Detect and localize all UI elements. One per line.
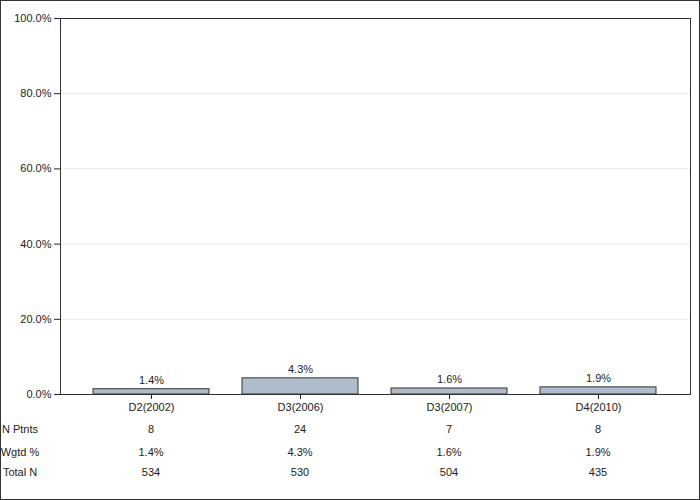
svg-text:D3(2006): D3(2006) [278, 401, 324, 413]
svg-text:D4(2010): D4(2010) [576, 401, 622, 413]
svg-text:0.0%: 0.0% [26, 388, 51, 400]
svg-text:60.0%: 60.0% [20, 162, 51, 174]
svg-text:1.4%: 1.4% [138, 446, 163, 458]
svg-text:504: 504 [440, 466, 458, 478]
svg-text:1.6%: 1.6% [436, 446, 461, 458]
svg-text:1.4%: 1.4% [139, 374, 164, 386]
svg-text:8: 8 [595, 423, 601, 435]
svg-text:4.3%: 4.3% [288, 363, 313, 375]
svg-text:1.9%: 1.9% [585, 446, 610, 458]
svg-text:435: 435 [589, 466, 607, 478]
svg-text:530: 530 [291, 466, 309, 478]
svg-text:24: 24 [294, 423, 306, 435]
svg-text:1.6%: 1.6% [437, 373, 462, 385]
svg-text:8: 8 [148, 423, 154, 435]
svg-text:1.9%: 1.9% [586, 372, 611, 384]
svg-text:80.0%: 80.0% [20, 87, 51, 99]
svg-text:534: 534 [142, 466, 160, 478]
svg-text:7: 7 [446, 423, 452, 435]
svg-text:Wgtd %: Wgtd % [1, 446, 40, 458]
svg-text:100.0%: 100.0% [14, 12, 52, 24]
svg-text:D3(2007): D3(2007) [427, 401, 473, 413]
svg-text:D2(2002): D2(2002) [129, 401, 175, 413]
svg-text:40.0%: 40.0% [20, 238, 51, 250]
svg-text:4.3%: 4.3% [287, 446, 312, 458]
svg-text:20.0%: 20.0% [20, 313, 51, 325]
svg-text:Total N: Total N [3, 466, 37, 478]
svg-text:N Ptnts: N Ptnts [2, 423, 39, 435]
